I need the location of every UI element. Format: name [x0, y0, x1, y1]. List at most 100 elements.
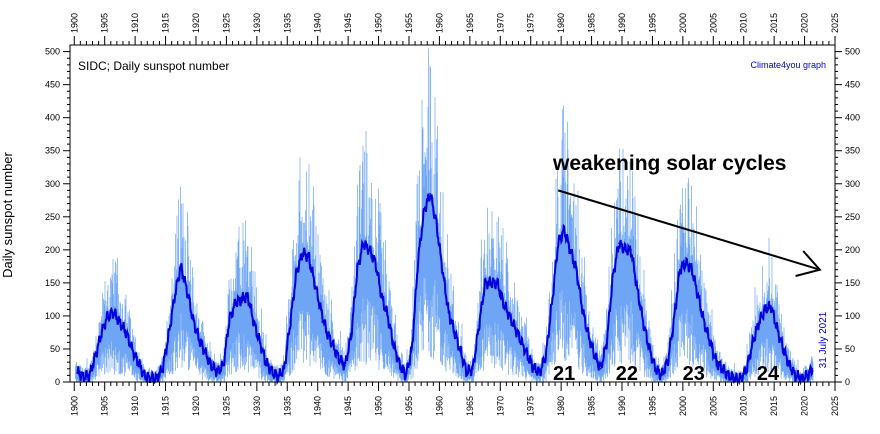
trend-annotation: weakening solar cycles	[552, 152, 786, 175]
smoothed-point	[119, 321, 121, 324]
smoothed-point	[679, 268, 681, 271]
smoothed-point	[423, 209, 426, 211]
smoothed-point	[228, 318, 231, 321]
smoothed-point	[776, 328, 778, 330]
smoothed-point	[593, 354, 596, 357]
smoothed-point	[186, 288, 188, 291]
smoothed-point	[800, 377, 803, 380]
smoothed-point	[794, 374, 797, 377]
smoothed-point	[76, 371, 79, 373]
smoothed-point	[131, 348, 133, 350]
smoothed-point	[551, 301, 553, 304]
smoothed-point	[666, 361, 669, 364]
smoothed-point	[758, 321, 760, 324]
smoothed-point	[222, 364, 225, 367]
trend-arrow	[557, 189, 822, 277]
plot-frame	[69, 44, 836, 383]
x-axis-bottom: 1900 1905 1910 1915 1920 1925 1930 1935 1940 1945…	[69, 382, 840, 416]
x-tick-label-top: 2020	[800, 13, 810, 33]
smoothed-point	[472, 368, 474, 370]
x-tick-label-bottom: 1990	[617, 396, 627, 416]
smoothed-point	[496, 282, 499, 284]
smoothed-point	[137, 361, 139, 364]
x-tick-label-bottom: 1985	[587, 396, 597, 416]
cycle-labels: 21 22 23 24	[553, 363, 780, 385]
smoothed-point	[514, 328, 517, 330]
y-tick-label-left: 400	[45, 113, 60, 123]
date-note: 31 July 2021	[818, 311, 829, 368]
smoothed-point	[167, 334, 170, 337]
y-tick-label-right: 400	[845, 113, 860, 123]
smoothed-point	[173, 295, 176, 297]
smoothed-point	[435, 222, 438, 225]
smoothed-point	[344, 364, 346, 367]
y-axis-label: Daily sunspot number	[0, 151, 15, 277]
y-tick-label-right: 450	[845, 80, 860, 90]
x-tick-label-top: 1945	[343, 13, 353, 33]
credit-label: Climate4you graph	[750, 60, 826, 70]
smoothed-point	[259, 341, 261, 344]
daily-sunspot-series	[75, 48, 814, 382]
smoothed-point	[557, 242, 559, 244]
smoothed-point	[746, 368, 748, 370]
y-tick-label-right: 350	[845, 146, 860, 156]
x-tick-label-top: 1980	[556, 13, 566, 33]
smoothed-point	[697, 295, 699, 297]
smoothed-point	[417, 259, 419, 261]
smoothed-point	[575, 268, 578, 271]
x-tick-label-bottom: 1950	[374, 396, 384, 416]
smoothed-point	[192, 318, 194, 321]
smoothed-point	[642, 321, 645, 324]
x-tick-label-top: 2025	[830, 13, 840, 33]
smoothed-point	[155, 377, 158, 380]
smoothed-point	[313, 282, 316, 284]
smoothed-point	[466, 371, 468, 373]
x-tick-label-top: 1990	[617, 13, 627, 33]
x-tick-label-top: 1950	[374, 13, 384, 33]
x-tick-label-bottom: 1925	[221, 396, 231, 416]
x-tick-label-bottom: 1960	[434, 396, 444, 416]
y-tick-label-left: 200	[45, 245, 60, 255]
x-tick-label-top: 2005	[708, 13, 718, 33]
smoothed-point	[234, 301, 237, 304]
x-tick-label-top: 1900	[69, 13, 79, 33]
smoothed-point	[508, 315, 511, 317]
x-tick-label-top: 1960	[434, 13, 444, 33]
smoothed-point	[685, 262, 687, 264]
smoothed-point	[648, 348, 651, 350]
smoothed-point	[326, 331, 328, 334]
x-tick-label-bottom: 1920	[191, 396, 201, 416]
smoothed-point	[453, 331, 456, 334]
smoothed-point	[441, 268, 444, 271]
x-tick-label-bottom: 1915	[161, 396, 171, 416]
x-tick-label-bottom: 2000	[678, 396, 688, 416]
x-tick-label-top: 2000	[678, 13, 688, 33]
x-tick-label-top: 1935	[282, 13, 292, 33]
x-tick-label-bottom: 1975	[526, 396, 536, 416]
smoothed-point	[405, 374, 407, 377]
smoothed-point	[715, 361, 718, 364]
smoothed-point	[393, 344, 395, 347]
daily-spikes	[75, 48, 814, 382]
smoothed-point	[532, 368, 535, 370]
smoothed-point	[752, 341, 754, 344]
x-tick-label-top: 1965	[465, 13, 475, 33]
x-tick-label-bottom: 2005	[708, 396, 718, 416]
smoothed-point	[770, 305, 772, 307]
smoothed-point	[253, 321, 255, 324]
x-tick-label-bottom: 1935	[282, 396, 292, 416]
smoothed-point	[478, 325, 480, 327]
smoothed-point	[149, 377, 152, 380]
smoothed-point	[113, 311, 115, 314]
smoothed-point	[240, 298, 243, 301]
smoothed-point	[106, 315, 109, 317]
smoothed-point	[599, 368, 602, 370]
smoothed-point	[350, 334, 353, 337]
smoothed-point	[283, 368, 286, 370]
smoothed-point	[484, 282, 486, 284]
smoothed-point	[271, 371, 273, 373]
x-tick-label-bottom: 1945	[343, 396, 353, 416]
smoothed-point	[100, 331, 103, 334]
smoothed-point	[301, 252, 304, 254]
